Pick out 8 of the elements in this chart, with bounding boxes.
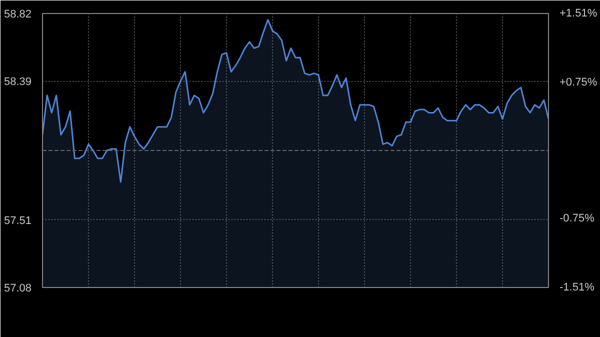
y2-tick-label: +1.51% [560, 8, 598, 20]
y-tick-label: 58.82 [4, 8, 32, 20]
y-tick-label: 57.08 [4, 282, 32, 294]
y2-tick-label: -1.51% [560, 282, 595, 294]
y-tick-label: 58.39 [4, 76, 32, 88]
y-tick-label: 57.51 [4, 214, 32, 227]
y2-tick-label: +0.75% [560, 76, 598, 88]
y2-tick-label: -0.75% [560, 212, 595, 225]
